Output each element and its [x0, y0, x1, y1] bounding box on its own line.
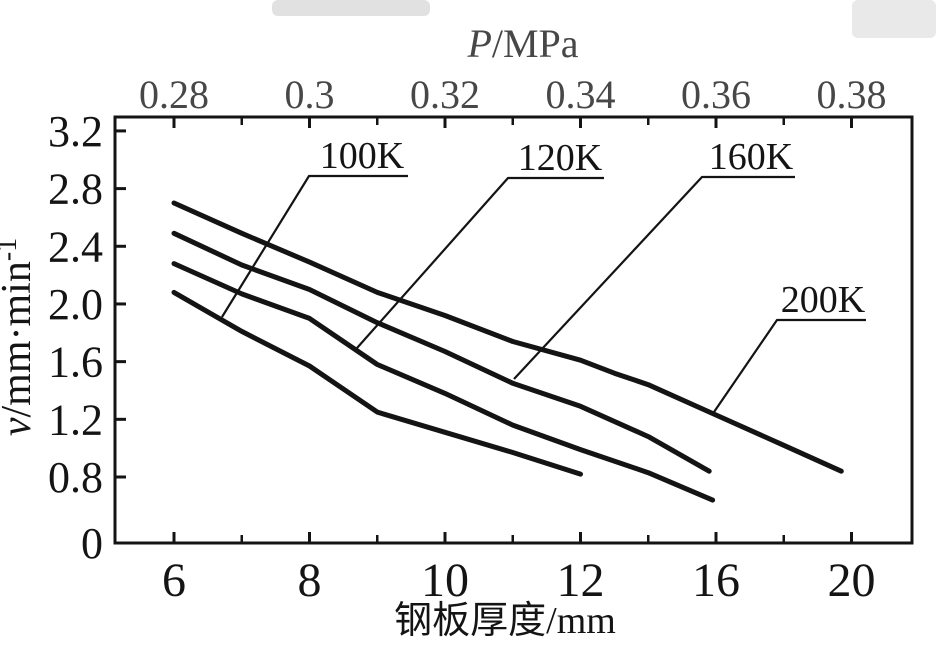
top-tick-label: 0.38: [817, 72, 887, 117]
top-tick-label: 0.36: [681, 72, 751, 117]
series-label-leader: [356, 176, 604, 349]
left-tick-label: 0.8: [48, 453, 103, 502]
series-label-200K: 200K: [781, 279, 866, 321]
top-axis-title: P/MPa: [466, 21, 578, 66]
curve-100K: [171, 289, 583, 477]
series-label-120K: 120K: [518, 137, 603, 179]
bottom-axis-title: 钢板厚度/mm: [394, 600, 616, 642]
left-tick-label: 1.6: [48, 338, 103, 387]
left-tick-label: 2.4: [48, 222, 103, 271]
bottom-tick-label: 12: [557, 554, 605, 607]
scan-smudge: [852, 0, 936, 38]
left-tick-label: 2.0: [48, 280, 103, 329]
top-tick-label: 0.34: [546, 72, 616, 117]
series-label-leader: [713, 318, 866, 413]
bottom-tick-label: 6: [162, 554, 186, 607]
left-axis-title: v/mm·min-1: [0, 238, 40, 436]
bottom-tick-label: 16: [692, 554, 740, 607]
top-tick-label: 0.3: [285, 72, 335, 117]
curve-120K: [171, 261, 716, 503]
series-label-100K: 100K: [320, 135, 405, 177]
series-label-leader: [513, 175, 795, 380]
left-tick-label: 0: [81, 519, 103, 568]
curve-160K: [171, 230, 712, 474]
left-tick-label: 3.2: [48, 107, 103, 156]
bottom-tick-label: 20: [828, 554, 876, 607]
series-label-160K: 160K: [709, 136, 794, 178]
left-tick-label: 1.2: [48, 395, 103, 444]
top-tick-label: 0.32: [410, 72, 480, 117]
top-tick-label: 0.28: [139, 72, 209, 117]
scan-smudge: [272, 0, 430, 16]
bottom-tick-label: 8: [298, 554, 322, 607]
bottom-tick-label: 10: [421, 554, 469, 607]
curve-200K: [171, 200, 844, 474]
left-tick-label: 2.8: [48, 165, 103, 214]
series-label-leader: [221, 174, 408, 318]
